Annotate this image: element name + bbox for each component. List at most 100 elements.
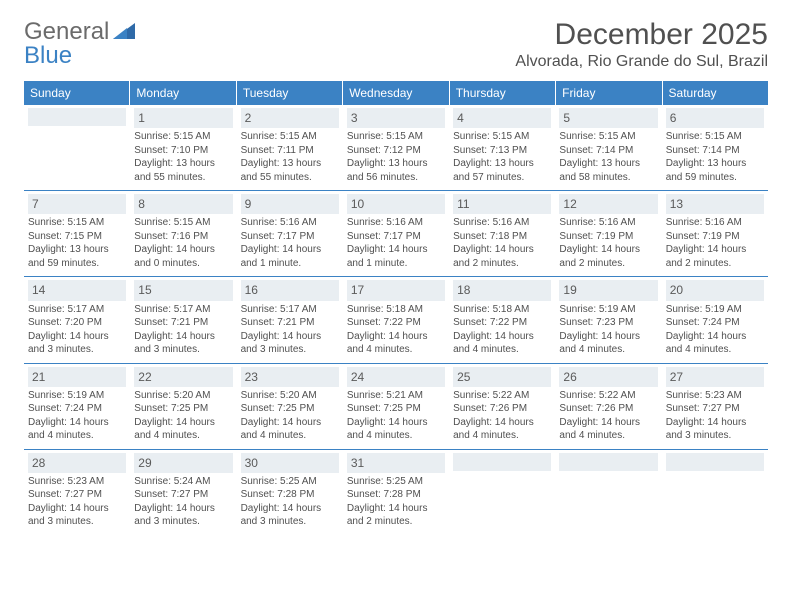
sunset-text: Sunset: 7:11 PM [241, 144, 339, 158]
day-info: Sunrise: 5:23 AMSunset: 7:27 PMDaylight:… [666, 389, 764, 443]
day-cell: 23Sunrise: 5:20 AMSunset: 7:25 PMDayligh… [237, 364, 343, 449]
sunrise-text: Sunrise: 5:20 AM [134, 389, 232, 403]
day-number: 20 [666, 280, 764, 300]
day-number: 3 [347, 108, 445, 128]
sunset-text: Sunset: 7:25 PM [241, 402, 339, 416]
sunrise-text: Sunrise: 5:25 AM [241, 475, 339, 489]
sunset-text: Sunset: 7:22 PM [453, 316, 551, 330]
sunrise-text: Sunrise: 5:19 AM [666, 303, 764, 317]
day-info: Sunrise: 5:17 AMSunset: 7:21 PMDaylight:… [241, 303, 339, 357]
week-row: 21Sunrise: 5:19 AMSunset: 7:24 PMDayligh… [24, 363, 768, 449]
daylight-text: Daylight: 13 hours and 55 minutes. [134, 157, 232, 184]
sunset-text: Sunset: 7:16 PM [134, 230, 232, 244]
daylight-text: Daylight: 14 hours and 4 minutes. [559, 330, 657, 357]
day-cell [24, 105, 130, 190]
month-title: December 2025 [515, 18, 768, 51]
sunset-text: Sunset: 7:22 PM [347, 316, 445, 330]
day-number: 25 [453, 367, 551, 387]
day-number: 28 [28, 453, 126, 473]
day-info: Sunrise: 5:19 AMSunset: 7:23 PMDaylight:… [559, 303, 657, 357]
sunset-text: Sunset: 7:19 PM [559, 230, 657, 244]
day-cell: 9Sunrise: 5:16 AMSunset: 7:17 PMDaylight… [237, 191, 343, 276]
day-number: 6 [666, 108, 764, 128]
day-info: Sunrise: 5:16 AMSunset: 7:19 PMDaylight:… [559, 216, 657, 270]
sunrise-text: Sunrise: 5:17 AM [134, 303, 232, 317]
day-cell: 27Sunrise: 5:23 AMSunset: 7:27 PMDayligh… [662, 364, 768, 449]
day-header: Wednesday [343, 81, 449, 105]
day-number: 11 [453, 194, 551, 214]
sunrise-text: Sunrise: 5:16 AM [559, 216, 657, 230]
week-row: 1Sunrise: 5:15 AMSunset: 7:10 PMDaylight… [24, 105, 768, 190]
day-info: Sunrise: 5:23 AMSunset: 7:27 PMDaylight:… [28, 475, 126, 529]
day-info: Sunrise: 5:16 AMSunset: 7:18 PMDaylight:… [453, 216, 551, 270]
daylight-text: Daylight: 14 hours and 1 minute. [347, 243, 445, 270]
sunrise-text: Sunrise: 5:19 AM [28, 389, 126, 403]
day-info: Sunrise: 5:18 AMSunset: 7:22 PMDaylight:… [347, 303, 445, 357]
day-cell: 15 Sunrise: 5:17 AMSunset: 7:21 PMDayligh… [130, 277, 236, 362]
day-cell: 3Sunrise: 5:15 AMSunset: 7:12 PMDaylight… [343, 105, 449, 190]
sunset-text: Sunset: 7:24 PM [666, 316, 764, 330]
day-number: 4 [453, 108, 551, 128]
sunrise-text: Sunrise: 5:18 AM [347, 303, 445, 317]
day-cell: 17 Sunrise: 5:18 AMSunset: 7:22 PMDayligh… [343, 277, 449, 362]
day-info: Sunrise: 5:15 AMSunset: 7:16 PMDaylight:… [134, 216, 232, 270]
day-info: Sunrise: 5:15 AMSunset: 7:10 PMDaylight:… [134, 130, 232, 184]
day-cell: 8Sunrise: 5:15 AMSunset: 7:16 PMDaylight… [130, 191, 236, 276]
daylight-text: Daylight: 14 hours and 2 minutes. [453, 243, 551, 270]
week-row: 14Sunrise: 5:17 AMSunset: 7:20 PMDayligh… [24, 276, 768, 362]
sunrise-text: Sunrise: 5:15 AM [666, 130, 764, 144]
day-header-row: SundayMondayTuesdayWednesdayThursdayFrid… [24, 81, 768, 105]
day-header: Thursday [450, 81, 556, 105]
daylight-text: Daylight: 14 hours and 3 minutes. [28, 502, 126, 529]
day-number: 9 [241, 194, 339, 214]
sunset-text: Sunset: 7:26 PM [559, 402, 657, 416]
day-cell: 16 Sunrise: 5:17 AMSunset: 7:21 PMDayligh… [237, 277, 343, 362]
day-info: Sunrise: 5:15 AMSunset: 7:14 PMDaylight:… [666, 130, 764, 184]
daylight-text: Daylight: 14 hours and 3 minutes. [241, 502, 339, 529]
sunset-text: Sunset: 7:25 PM [347, 402, 445, 416]
day-number: 15 [134, 280, 232, 300]
day-cell: 12Sunrise: 5:16 AMSunset: 7:19 PMDayligh… [555, 191, 661, 276]
sunrise-text: Sunrise: 5:16 AM [347, 216, 445, 230]
daylight-text: Daylight: 14 hours and 3 minutes. [666, 416, 764, 443]
day-cell: 26Sunrise: 5:22 AMSunset: 7:26 PMDayligh… [555, 364, 661, 449]
day-number: 23 [241, 367, 339, 387]
sunrise-text: Sunrise: 5:19 AM [559, 303, 657, 317]
sunrise-text: Sunrise: 5:15 AM [559, 130, 657, 144]
daylight-text: Daylight: 14 hours and 2 minutes. [666, 243, 764, 270]
day-number: 27 [666, 367, 764, 387]
daylight-text: Daylight: 13 hours and 59 minutes. [666, 157, 764, 184]
day-info: Sunrise: 5:22 AMSunset: 7:26 PMDaylight:… [453, 389, 551, 443]
daylight-text: Daylight: 14 hours and 4 minutes. [666, 330, 764, 357]
day-number [666, 453, 764, 471]
day-info: Sunrise: 5:17 AMSunset: 7:21 PMDaylight:… [134, 303, 232, 357]
day-number: 16 [241, 280, 339, 300]
day-number: 31 [347, 453, 445, 473]
sunrise-text: Sunrise: 5:22 AM [559, 389, 657, 403]
sunrise-text: Sunrise: 5:15 AM [347, 130, 445, 144]
daylight-text: Daylight: 14 hours and 2 minutes. [559, 243, 657, 270]
sunrise-text: Sunrise: 5:15 AM [134, 130, 232, 144]
day-info: Sunrise: 5:20 AMSunset: 7:25 PMDaylight:… [241, 389, 339, 443]
header-row: General December 2025 Alvorada, Rio Gran… [24, 18, 768, 71]
day-number: 10 [347, 194, 445, 214]
daylight-text: Daylight: 14 hours and 2 minutes. [347, 502, 445, 529]
day-number: 30 [241, 453, 339, 473]
day-info: Sunrise: 5:16 AMSunset: 7:19 PMDaylight:… [666, 216, 764, 270]
day-number: 7 [28, 194, 126, 214]
day-info: Sunrise: 5:24 AMSunset: 7:27 PMDaylight:… [134, 475, 232, 529]
sunrise-text: Sunrise: 5:15 AM [241, 130, 339, 144]
day-number: 17 [347, 280, 445, 300]
day-info: Sunrise: 5:16 AMSunset: 7:17 PMDaylight:… [347, 216, 445, 270]
location-label: Alvorada, Rio Grande do Sul, Brazil [515, 53, 768, 71]
sunrise-text: Sunrise: 5:17 AM [28, 303, 126, 317]
day-cell [555, 450, 661, 535]
day-info: Sunrise: 5:25 AMSunset: 7:28 PMDaylight:… [347, 475, 445, 529]
sunset-text: Sunset: 7:18 PM [453, 230, 551, 244]
day-cell: 18Sunrise: 5:18 AMSunset: 7:22 PMDayligh… [449, 277, 555, 362]
sunrise-text: Sunrise: 5:15 AM [134, 216, 232, 230]
sunset-text: Sunset: 7:28 PM [241, 488, 339, 502]
daylight-text: Daylight: 14 hours and 4 minutes. [28, 416, 126, 443]
day-number: 5 [559, 108, 657, 128]
sunset-text: Sunset: 7:17 PM [347, 230, 445, 244]
